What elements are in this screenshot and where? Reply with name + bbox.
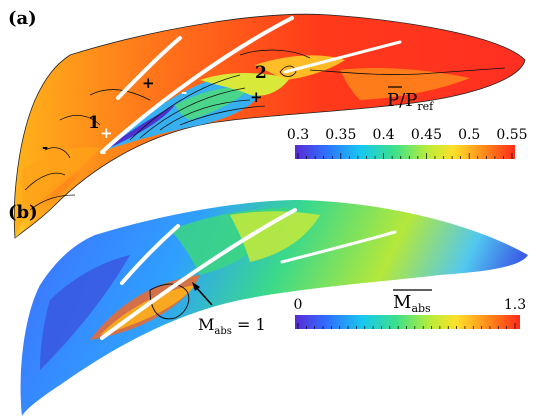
colorbar-tick-label: 0.5 [458,127,480,143]
panel-b-colorbar: Mabs 0 1.3 [294,289,527,329]
colorbar-a-gradient [295,145,515,159]
panel-a-contour-lines [24,49,506,211]
panel-b-label: (b) [8,202,38,223]
panel-b: (b) Mabs = 1 Mabs 0 1.3 [8,200,528,416]
colorbar-b-tick-labels: 0 1.3 [294,297,527,313]
colorbar-a-tick-labels: 0.3 0.35 0.4 0.45 0.5 0.55 [287,127,528,143]
panel-a-sign-plus: + [142,74,155,92]
panel-a-main-blade [100,16,294,154]
colorbar-a-tick-marks [297,153,513,159]
panel-b-main-blade [100,208,297,340]
colorbar-a-title: P/Pref [387,90,434,113]
panel-a-orange-region [22,147,100,215]
panel-a-downstream-blade [283,40,402,74]
panel-b-arrowhead [192,282,200,291]
panel-b-splitter-blade [120,224,180,285]
panel-a-colorbar: P/Pref 0.3 0.35 0.4 0.45 0.5 0.55 [287,86,528,159]
panel-b-annotation: Mabs = 1 [198,315,266,337]
panel-a-sign-minus: - [181,83,187,101]
colorbar-b-title: Mabs [393,292,431,315]
panel-a-right-region [340,67,470,100]
colorbar-tick-label: 1.3 [504,297,526,313]
colorbar-tick-label: 0.4 [372,127,394,143]
panel-a: (a) 1 2 [8,8,528,239]
panel-a-sign-minus: - [42,138,48,156]
panel-a-sign-plus: + [250,88,263,106]
panel-a-yellow-region [200,73,290,96]
panel-a-lower-region [15,160,95,238]
panel-a-marker-2: 2 [255,63,267,83]
colorbar-tick-label: 0.35 [325,127,356,143]
panel-a-label: (a) [8,8,37,29]
colorbar-tick-label: 0.55 [496,127,527,143]
colorbar-tick-label: 0 [294,297,303,313]
panel-a-sign-minus: - [100,143,106,161]
panel-a-splitter-blade [116,36,182,100]
panel-b-downstream-blade [280,230,397,264]
panel-a-sign-plus: + [100,124,113,142]
panel-b-annotation-arrow [194,285,213,306]
panel-b-low-mach-region [40,255,130,370]
panel-b-yellow-region [230,211,320,262]
panel-b-sonic-contour [149,283,190,320]
colorbar-b-gradient [295,315,520,329]
colorbar-tick-label: 0.3 [287,127,309,143]
panel-a-marker-1: 1 [88,113,100,133]
colorbar-b-tick-marks [297,323,516,329]
colorbar-tick-label: 0.45 [411,127,442,143]
